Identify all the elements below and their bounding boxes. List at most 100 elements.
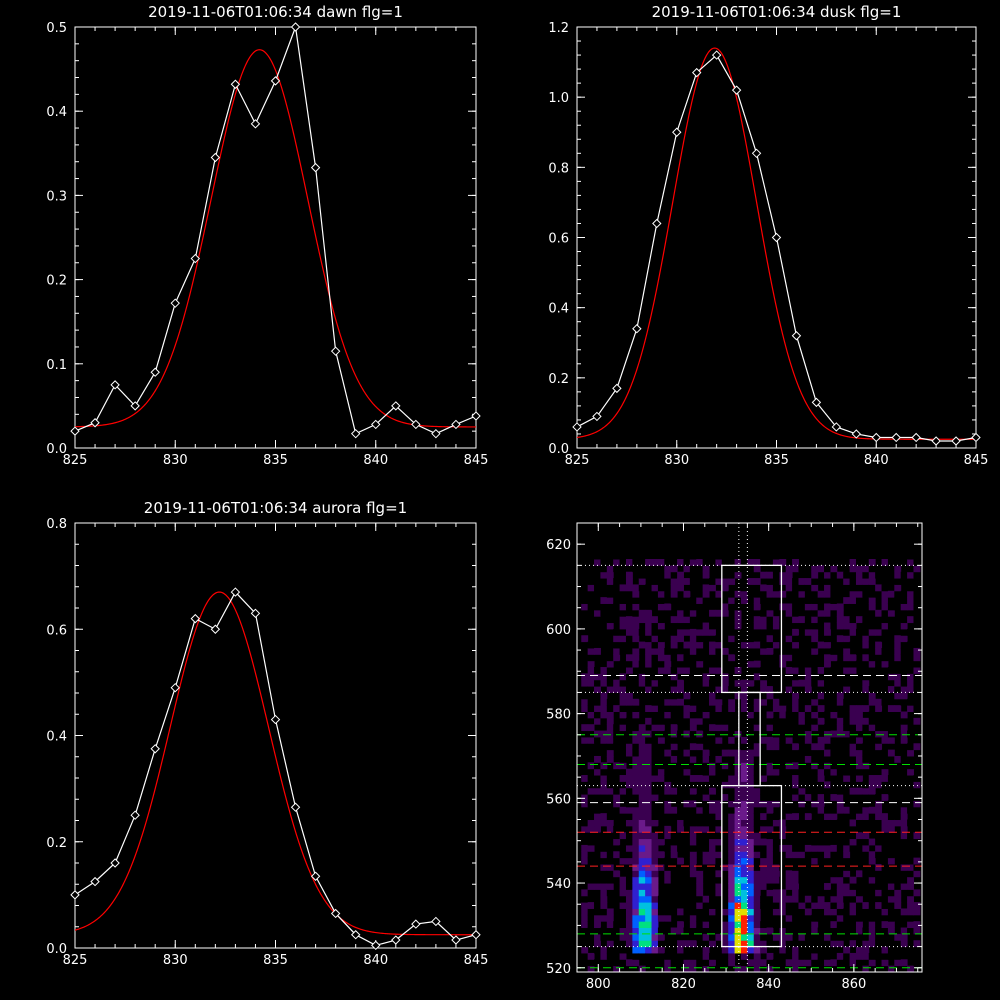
heatmap-cell — [855, 959, 863, 967]
heatmap-cell — [728, 775, 736, 782]
heatmap-cell — [817, 895, 825, 903]
heatmap-cell — [657, 546, 665, 554]
heatmap-cell — [817, 959, 825, 967]
heatmap-cell — [779, 705, 787, 712]
heatmap-cell — [849, 952, 857, 960]
heatmap-cell — [868, 781, 876, 789]
heatmap-cell — [734, 724, 742, 732]
heatmap-cell — [855, 647, 863, 655]
heatmap-cell — [619, 940, 627, 948]
heatmap-cell — [632, 813, 640, 821]
heatmap-cell — [830, 851, 838, 859]
heatmap-cell — [747, 800, 755, 808]
heatmap-cell — [657, 628, 665, 636]
heatmap-cell — [721, 806, 729, 814]
heatmap-cell — [913, 940, 921, 948]
heatmap-cell — [753, 800, 761, 808]
heatmap-cell — [638, 762, 646, 770]
heatmap-cell — [785, 787, 793, 795]
heatmap-cell — [613, 584, 621, 592]
heatmap-cell — [894, 590, 902, 598]
heatmap-cell — [683, 965, 691, 973]
heatmap-cell — [651, 647, 659, 655]
heatmap-cell — [664, 883, 672, 890]
heatmap-cell — [836, 895, 844, 903]
heatmap-cell — [606, 743, 614, 751]
heatmap-cell — [868, 730, 876, 738]
heatmap-cell — [772, 628, 780, 636]
heatmap-cell — [740, 584, 748, 592]
heatmap-cell — [907, 863, 914, 871]
heatmap-cell — [594, 628, 601, 636]
heatmap-cell — [772, 800, 780, 808]
heatmap-cell — [632, 705, 640, 712]
heatmap-cell — [760, 717, 768, 725]
heatmap-cell — [613, 692, 621, 700]
heatmap-cell — [868, 933, 876, 941]
heatmap-cell — [702, 844, 710, 852]
heatmap-cell — [849, 838, 857, 846]
data-point-marker — [451, 419, 461, 430]
heatmap-cell — [824, 806, 831, 814]
heatmap-cell — [900, 578, 908, 585]
heatmap-cell — [721, 857, 729, 865]
heatmap-cell — [702, 946, 710, 954]
dusk-axes: 825 830 835 840 8450.00.20.40.60.81.01.22019… — [548, 3, 988, 468]
heatmap-cell — [670, 692, 678, 700]
heatmap-cell — [843, 717, 851, 725]
heatmap-cell — [670, 832, 678, 840]
heatmap-cell — [594, 597, 601, 604]
heatmap-cell — [843, 654, 851, 662]
heatmap-cell — [664, 832, 672, 840]
heatmap-cell — [632, 736, 640, 744]
heatmap-cell — [645, 730, 653, 738]
heatmap-cell — [766, 616, 774, 624]
heatmap-cell — [868, 597, 876, 604]
heatmap-cell — [785, 667, 793, 674]
heatmap-cell — [664, 825, 672, 833]
heatmap-cell — [830, 946, 838, 954]
heatmap-cell — [824, 838, 831, 846]
heatmap-cell — [747, 895, 755, 903]
heatmap-cell — [689, 749, 697, 757]
heatmap-cell — [587, 724, 595, 732]
heatmap-cell — [581, 844, 589, 852]
heatmap-cell — [849, 641, 857, 649]
heatmap-cell — [766, 686, 774, 693]
heatmap-cell — [817, 705, 825, 712]
y-tick-label: 540 — [546, 877, 571, 892]
heatmap-cell — [651, 667, 659, 674]
heatmap-cell — [619, 724, 627, 732]
heatmap-cell — [868, 794, 876, 801]
heatmap-cell — [651, 819, 659, 827]
heatmap-cell — [715, 895, 723, 903]
heatmap-cell — [798, 724, 806, 732]
heatmap-cell — [734, 755, 742, 763]
heatmap-cell — [594, 902, 601, 909]
heatmap-cell — [849, 654, 857, 662]
heatmap-cell — [689, 870, 697, 878]
heatmap-cell — [632, 597, 640, 604]
heatmap-cell — [824, 590, 831, 598]
heatmap-cell — [613, 590, 621, 598]
heatmap-cell — [651, 914, 659, 922]
heatmap-cell — [715, 908, 723, 916]
heatmap-cell — [670, 730, 678, 738]
heatmap-cell — [747, 559, 755, 566]
heatmap-cell — [862, 794, 870, 801]
heatmap-cell — [862, 813, 870, 821]
heatmap-cell — [881, 609, 889, 617]
heatmap-cell — [913, 730, 921, 738]
heatmap-cell — [702, 775, 710, 782]
heatmap-cell — [779, 533, 787, 541]
heatmap-cell — [843, 844, 851, 852]
heatmap-cell — [740, 698, 748, 706]
heatmap-cell — [702, 895, 710, 903]
heatmap-cell — [887, 565, 895, 573]
heatmap-cell — [632, 622, 640, 630]
heatmap-cell — [600, 565, 608, 573]
heatmap-cell — [785, 870, 793, 878]
heatmap-cell — [645, 844, 653, 852]
heatmap-cell — [645, 914, 653, 922]
heatmap-cell — [779, 933, 787, 941]
